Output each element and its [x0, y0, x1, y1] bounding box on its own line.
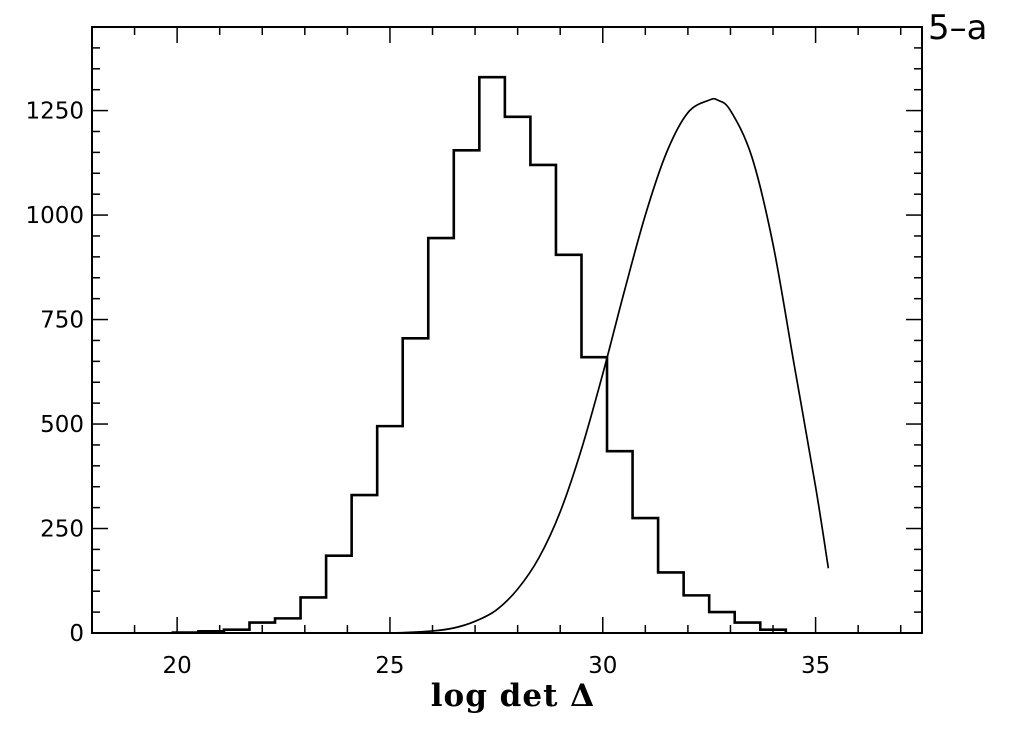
y-tick-label: 500	[40, 412, 84, 438]
tick-labels: 20 25 30 35 0 250 500 750 1000 1250	[25, 99, 830, 679]
y-tick-label: 1000	[25, 203, 84, 229]
y-tick-label: 1250	[25, 99, 84, 125]
axis-ticks	[91, 26, 922, 634]
panel-label: 5–a	[928, 8, 987, 48]
x-axis-label: log det Δ	[431, 678, 595, 714]
plot-frame	[91, 26, 923, 634]
x-tick-label: 35	[801, 653, 830, 679]
y-tick-label: 250	[40, 517, 84, 543]
y-tick-label: 750	[40, 308, 84, 334]
x-tick-label: 25	[375, 653, 404, 679]
y-tick-label: 0	[69, 621, 84, 647]
x-tick-label: 30	[588, 653, 617, 679]
histogram-series	[171, 75, 788, 634]
fit-curve-series	[347, 97, 830, 635]
x-tick-label: 20	[162, 653, 191, 679]
